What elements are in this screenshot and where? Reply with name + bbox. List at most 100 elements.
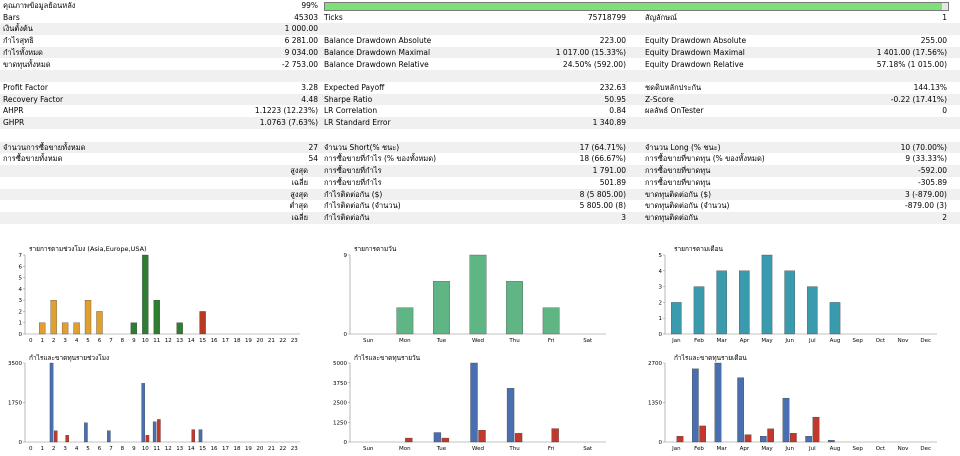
x-tick-label: 0 [29,446,33,452]
bar [469,254,487,335]
stat-label: ผลลัพธ์ OnTester [645,106,704,116]
bar [198,429,203,443]
x-tick-label: 15 [199,338,206,344]
x-tick-label: 18 [233,338,240,344]
stat-label: กำไรสุทธิ [3,36,34,46]
stat-value: -2 753.00 [281,59,318,69]
x-tick-label: 17 [222,446,229,452]
stat-value: 8 (5 805.00) [579,189,626,199]
bar [73,322,80,335]
x-tick-label: 17 [222,338,229,344]
chart-2: รายการตามเดือน 0 1 2 3 4 5 Jan Feb Mar Apr May Jun Ju… [659,245,937,344]
stat-value: 1 401.00 (17.56%) [876,47,947,57]
stat-label: สูงสุด [290,166,308,176]
stats-row: เฉลี่ย การซื้อขายที่กำไร 501.89 การซื้อขายท… [0,177,960,189]
y-tick-label: 5 [659,253,663,259]
bar [53,430,58,443]
bar [396,307,414,335]
bar [130,322,138,335]
bar [405,437,413,443]
stat-label: Balance Drawdown Relative [324,59,429,69]
stat-value: 4.48 [301,94,318,104]
x-tick-label: 8 [121,446,125,452]
stat-value: 1.0763 (7.63%) [259,118,318,127]
x-tick-label: 9 [132,446,136,452]
y-tick-label: 0 [659,440,663,446]
stat-value: 1 340.89 [592,118,626,127]
bar [65,435,69,443]
quality-progress-bar [324,2,949,11]
bar [671,302,682,335]
stats-row: เงินตั้งต้น 1 000.00 [0,23,960,36]
stat-label: การซื้อขายที่ขาดทุน [645,166,711,176]
stats-row: เฉลี่ย กำไรติดต่อกัน 3 ขาดทุนติดต่อกัน 2 [0,211,960,224]
stats-row: กำไรทั้งหมด 9 034.00 Balance Drawdown Maxi… [0,46,960,59]
stat-label: Profit Factor [3,82,48,92]
x-tick-label: May [761,338,773,344]
y-tick-label: 5000 [333,361,347,367]
x-tick-label: Sun [363,338,374,344]
x-tick-label: 19 [245,338,252,344]
bar [714,362,722,443]
stat-value: 5 805.00 (8) [579,201,626,211]
y-tick-label: 1750 [8,401,22,407]
bar [767,428,774,443]
stat-value: -879.00 (3) [905,201,947,211]
x-tick-label: Jan [671,338,681,344]
chart-5: กำไรและขาดทุนรายเดือน 0 1350 2700 Jan Feb Mar A… [648,354,937,452]
bar [828,440,835,443]
x-tick-label: Aug [830,446,841,452]
x-tick-label: Mon [399,446,411,452]
x-tick-label: Mar [716,446,727,452]
x-tick-label: 5 [86,446,90,452]
x-tick-label: 19 [245,446,252,452]
bar [39,322,46,335]
x-tick-label: May [761,446,773,452]
stat-value: 3.28 [301,82,318,92]
stat-label: Balance Drawdown Maximal [324,47,431,57]
stat-value: 3 [621,212,626,222]
x-tick-label: Thu [508,338,519,344]
stat-label: Bars [3,12,20,22]
stat-value: 1.1223 (12.23%) [254,106,318,116]
x-tick-label: 8 [121,338,125,344]
bar [153,299,160,335]
stat-label: ชดดิบหลักประกัน [645,82,702,92]
bar [506,281,523,335]
chart-1: รายการตามวัน 0 9 Sun Mon Tue Wed Thu Fri Sat [344,245,606,344]
y-tick-label: 3750 [333,381,347,387]
bar [790,433,797,443]
stat-value: 1 000.00 [284,24,318,34]
stat-label: LR Standard Error [324,118,391,127]
chart-title: กำไรและขาดทุนรายวัน [354,354,421,362]
x-tick-label: 22 [279,338,286,344]
bar [514,433,523,443]
bar [699,425,706,443]
bar [829,302,841,335]
x-tick-label: 16 [211,338,218,344]
x-tick-label: Tue [436,446,447,452]
stat-value: 232.63 [599,82,626,92]
x-tick-label: 1 [40,446,44,452]
stat-label: เฉลี่ย [291,177,308,187]
stat-label: สูงสุด [290,189,308,199]
stat-value: 75718799 [587,12,626,22]
bar [739,270,750,335]
stats-row: Profit Factor 3.28 Expected Payoff 232.63 ชด… [0,82,960,94]
stats-row: Bars 45303 Ticks 75718799 สัญลักษณ์ 1 [0,12,960,24]
stat-label: กำไรติดต่อกัน (จำนวน) [324,201,401,211]
stats-row: AHPR 1.1223 (12.23%) LR Correlation 0.84 ผลล… [0,105,960,117]
y-tick-label: 5 [19,276,23,282]
x-tick-label: 20 [256,446,263,452]
bar [61,322,69,335]
y-tick-label: 0 [19,440,23,446]
stat-label: สัญลักษณ์ [645,12,678,22]
x-tick-label: 3 [63,446,67,452]
stat-label: GHPR [3,118,25,127]
x-tick-label: 14 [188,446,195,452]
stat-value: 1 [942,12,947,22]
stat-label: ต่ำสุด [289,201,308,211]
y-tick-label: 7 [19,253,23,259]
stat-value: 144.13% [913,82,947,92]
stat-label: กำไรติดต่อกัน [324,212,370,222]
